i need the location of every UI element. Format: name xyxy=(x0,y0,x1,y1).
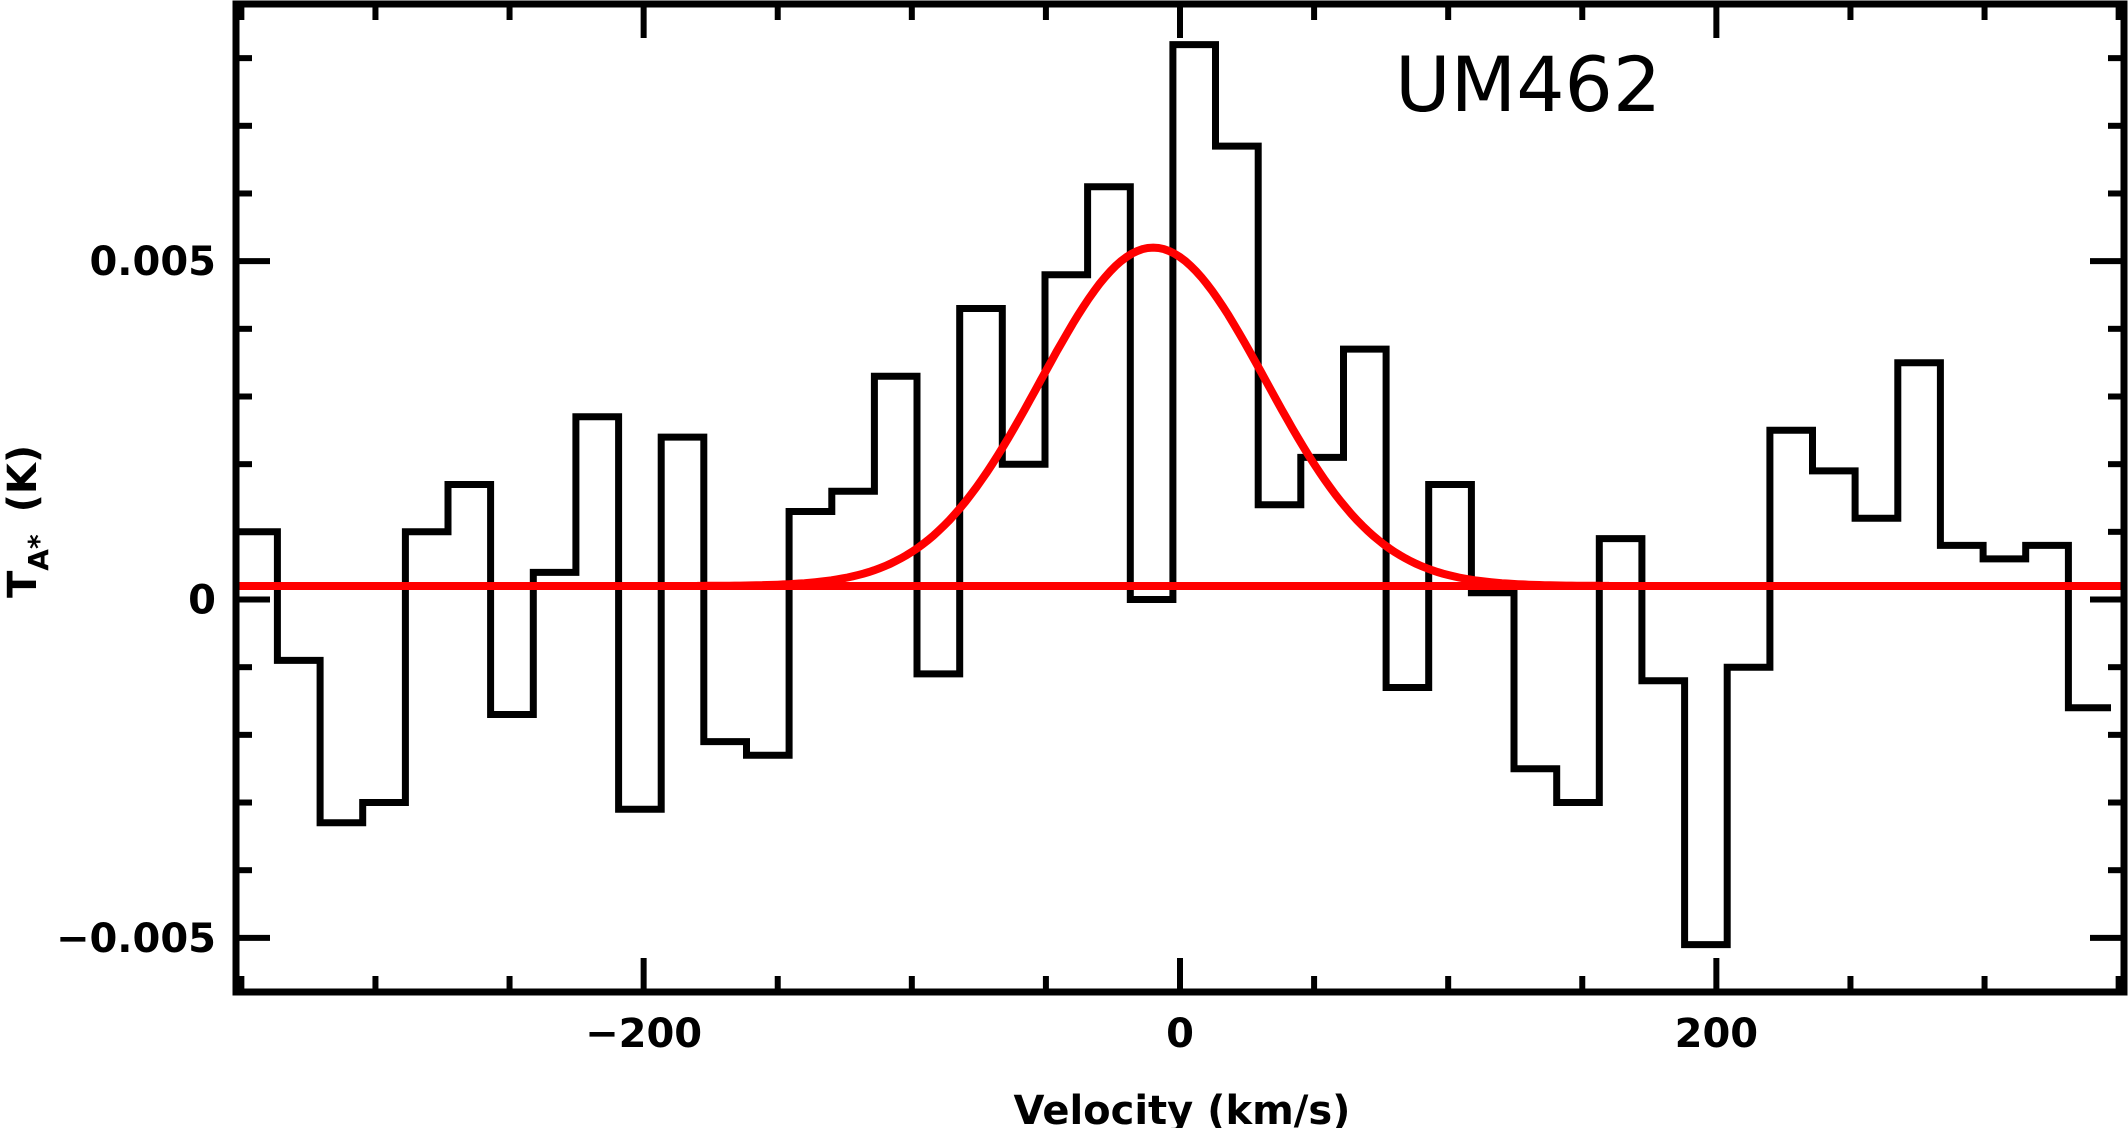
data-layer xyxy=(236,41,2124,949)
y-tick-label: 0.005 xyxy=(89,239,216,285)
spectrum-histogram xyxy=(236,41,2111,949)
plot-frame xyxy=(232,0,2128,996)
y-axis-title: TA* (K) xyxy=(0,445,55,598)
y-tick-label: −0.005 xyxy=(56,916,216,962)
gaussian-fit xyxy=(697,243,1610,590)
x-axis-title: Velocity (km/s) xyxy=(1014,1088,1351,1128)
axis-ticks xyxy=(236,4,2124,992)
x-tick-label: −200 xyxy=(585,1011,702,1057)
y-axis-title-subscript: A* xyxy=(22,534,55,571)
x-tick-labels: −200 0 200 xyxy=(585,1011,1758,1057)
y-axis-title-unit: (K) xyxy=(0,445,46,513)
y-axis-title-main: T xyxy=(0,570,46,598)
x-tick-label: 0 xyxy=(1166,1011,1194,1057)
x-tick-label: 200 xyxy=(1675,1011,1759,1057)
y-tick-labels: −0.005 0 0.005 xyxy=(56,239,216,962)
source-label: UM462 xyxy=(1395,40,1661,129)
y-tick-label: 0 xyxy=(188,578,216,624)
